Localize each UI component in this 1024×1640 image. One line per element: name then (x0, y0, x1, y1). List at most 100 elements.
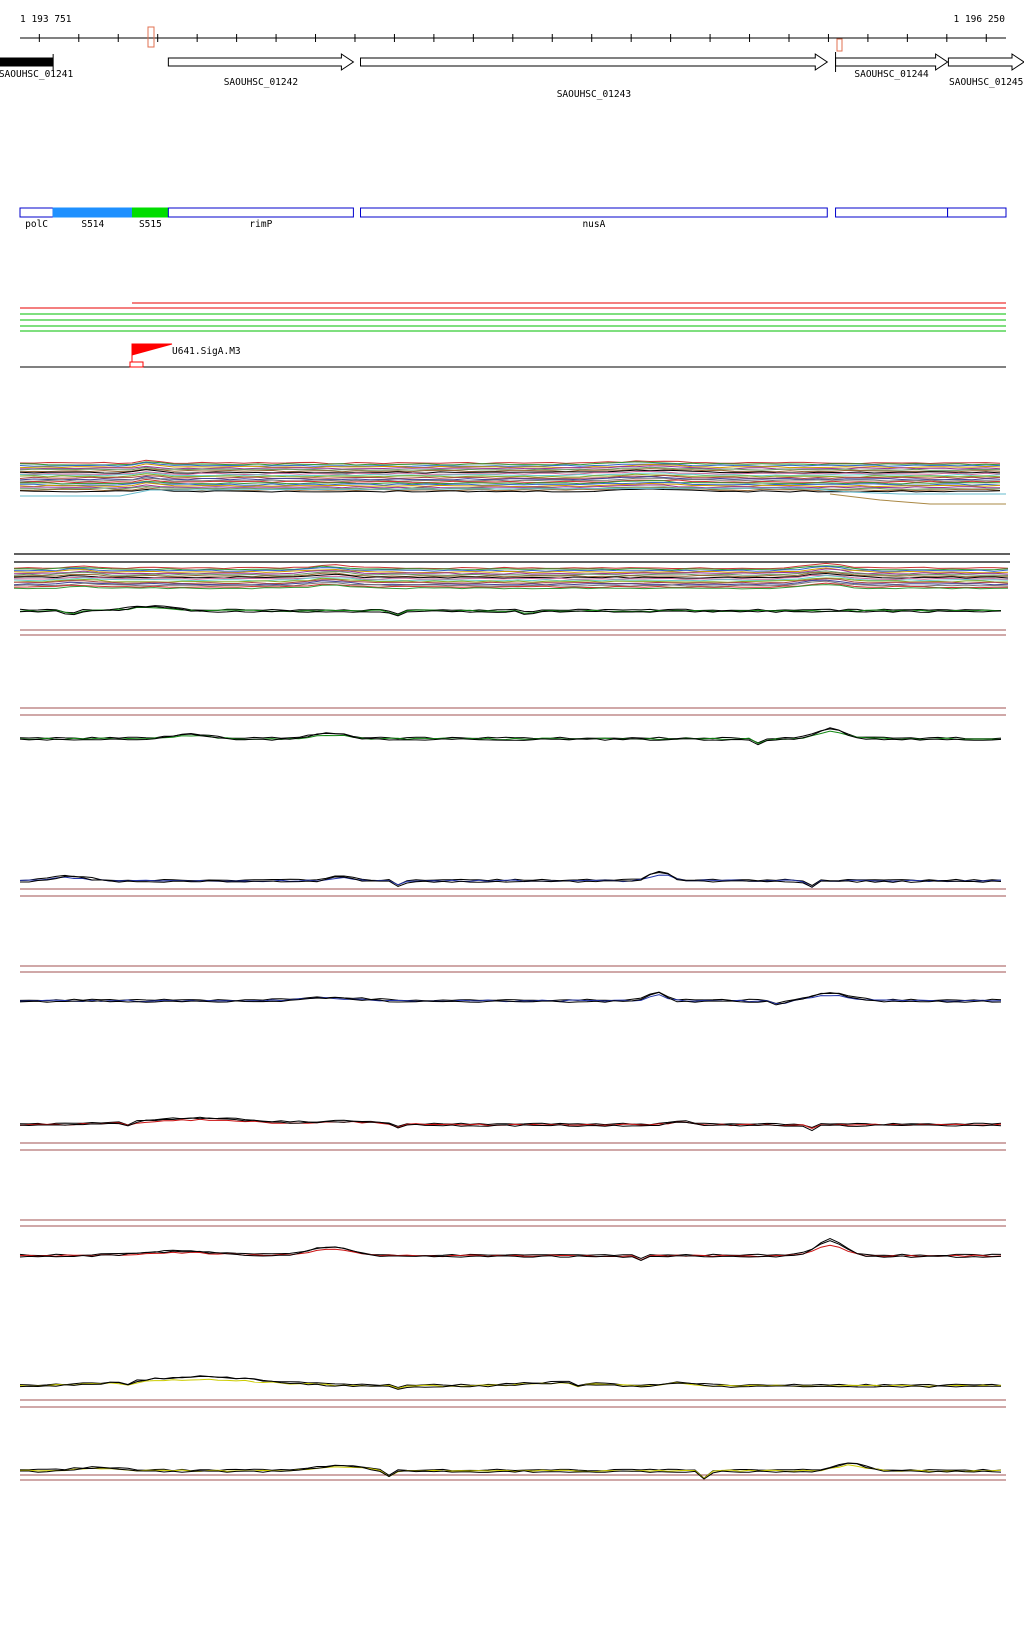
condition-trace (19, 1237, 1002, 1261)
condition-panels (19, 605, 1006, 1481)
overview-line (19, 459, 1001, 465)
gene-label: SAOUHSC_01241 (0, 69, 73, 80)
condition-trace (19, 1240, 1002, 1260)
condition-trace (19, 1244, 1002, 1261)
overview-line (19, 465, 1001, 470)
region-track: polC S514 S515 rimP nusA (19, 207, 1007, 230)
overview-line (13, 580, 1009, 587)
overview-line (13, 574, 1009, 581)
ruler-marker (147, 26, 155, 48)
panel-blue-1 (19, 870, 1006, 897)
overview-line (13, 570, 1009, 576)
panel-blue-2 (19, 965, 1006, 1006)
ruler-marker (836, 38, 843, 52)
region-rimp[interactable]: rimP (167, 207, 354, 230)
gene-label: SAOUHSC_01242 (224, 77, 298, 88)
condition-trace (19, 871, 1002, 887)
condition-trace (19, 874, 1002, 888)
overview-line (19, 482, 1001, 488)
region-01245[interactable] (947, 207, 1007, 218)
condition-trace (20, 870, 1002, 888)
overview-line (19, 481, 1001, 486)
overview-line (19, 468, 1001, 473)
overview-line (19, 478, 1001, 484)
panel-green-2 (19, 707, 1006, 746)
condition-trace (19, 991, 1002, 1006)
panel-green-1 (19, 605, 1006, 636)
region-s514[interactable]: S514 (52, 207, 133, 230)
region-label: S515 (139, 219, 162, 230)
ruler-end-label: 1 196 250 (954, 14, 1006, 25)
region-s515[interactable]: S515 (131, 207, 169, 230)
overview-line (13, 579, 1009, 586)
overview-line (13, 568, 1009, 575)
panel-yellow-1 (19, 1375, 1006, 1408)
gene-01245[interactable]: SAOUHSC_01245 (947, 53, 1024, 88)
gene-01244[interactable]: SAOUHSC_01244 (835, 52, 949, 80)
overview-line (13, 574, 1009, 582)
coordinate-ruler: 1 193 751 1 196 250 (20, 14, 1006, 52)
overview-line (19, 463, 1001, 469)
overview-line (19, 488, 1001, 493)
overview-line (19, 484, 1001, 489)
overview-line (13, 582, 1009, 589)
overview-line (19, 473, 1001, 478)
gene-track: SAOUHSC_01241 SAOUHSC_01242 SAOUHSC_01243 S… (0, 52, 1024, 100)
overview-line (13, 562, 1009, 570)
condition-trace (20, 1462, 1002, 1480)
overview-line (19, 474, 1001, 480)
overview-line (13, 565, 1009, 571)
condition-trace (19, 1375, 1002, 1390)
region-01244[interactable] (835, 207, 949, 218)
overview-line (13, 577, 1009, 583)
overview-line (13, 578, 1009, 585)
gene-arrow-icon (360, 53, 829, 71)
condition-trace (19, 1462, 1002, 1479)
condition-trace (19, 1464, 1002, 1480)
transcript-track (20, 302, 1006, 332)
condition-trace (19, 1117, 1002, 1132)
panel-red-2 (19, 1219, 1006, 1261)
panel-yellow-2 (19, 1462, 1006, 1481)
overview-line (13, 567, 1009, 574)
overview-line (13, 571, 1009, 578)
gene-arrow-icon (947, 53, 1024, 71)
ruler-ticks (38, 34, 987, 42)
condition-trace (19, 728, 1002, 744)
gene-label: SAOUHSC_01243 (557, 89, 631, 100)
condition-trace (19, 727, 1002, 746)
gene-01241[interactable]: SAOUHSC_01241 (0, 54, 73, 80)
condition-trace (19, 605, 1001, 615)
promoter-flag-icon (131, 343, 173, 362)
condition-trace (19, 1118, 1002, 1130)
gene-01242[interactable]: SAOUHSC_01242 (167, 53, 355, 88)
overview-line (19, 472, 1001, 477)
promoter-marker (129, 361, 144, 368)
region-polc[interactable]: polC (19, 207, 54, 230)
region-label: rimP (249, 219, 272, 230)
condition-trace (19, 605, 1002, 617)
gene-label: SAOUHSC_01244 (854, 69, 929, 80)
region-nusa[interactable]: nusA (360, 207, 828, 230)
promoter-track: U641.SigA.M3 (20, 343, 1006, 368)
gene-01243[interactable]: SAOUHSC_01243 (360, 53, 829, 100)
overview-line (19, 466, 1001, 471)
region-label: S514 (81, 219, 104, 230)
ruler-start-label: 1 193 751 (20, 14, 72, 25)
overview-line (19, 469, 1001, 474)
region-label: nusA (582, 219, 605, 230)
overview-line (19, 461, 1001, 466)
gene-label: SAOUHSC_01245 (949, 77, 1023, 88)
condition-trace (19, 730, 1002, 744)
expression-overview (13, 459, 1010, 590)
overview-line (13, 584, 1009, 590)
overview-line (19, 475, 1001, 481)
panel-red-1 (19, 1116, 1006, 1151)
gene-arrow-icon (0, 54, 54, 70)
promoter-label: U641.SigA.M3 (172, 346, 241, 357)
region-label: polC (25, 219, 48, 230)
overview-line (19, 461, 1001, 467)
gene-arrow-icon (835, 53, 949, 71)
overview-line (19, 471, 1001, 476)
